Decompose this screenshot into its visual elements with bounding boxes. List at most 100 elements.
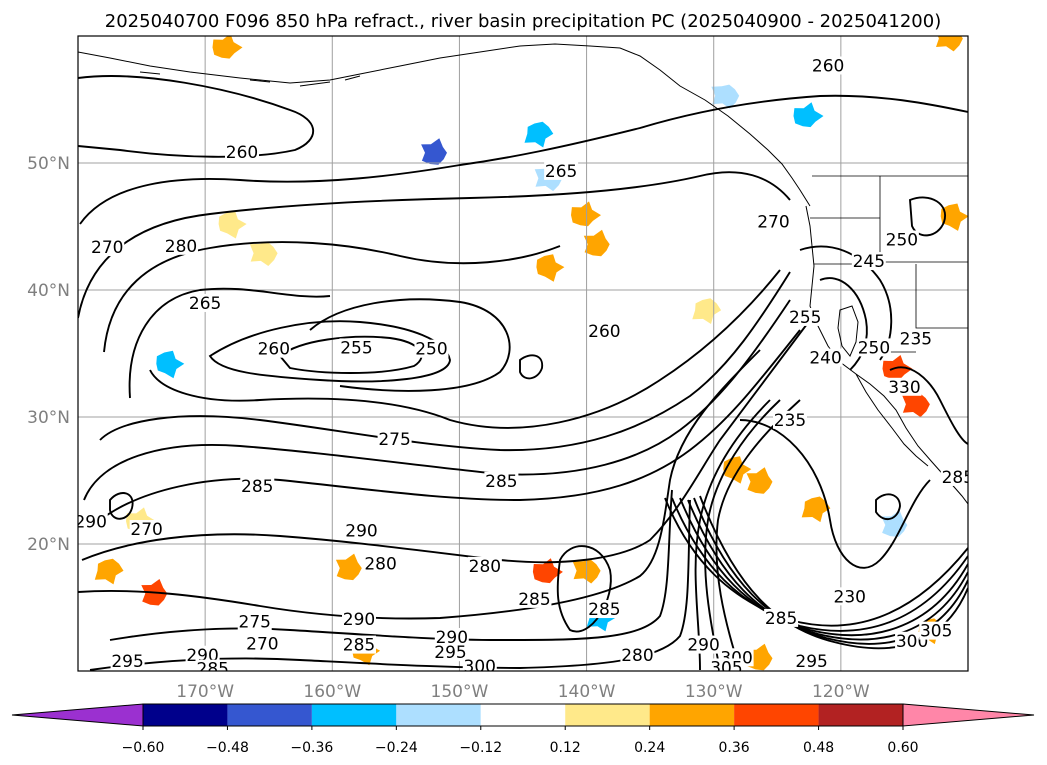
contour-label-gap (773, 410, 807, 429)
contour-label-gap (940, 467, 968, 486)
precip-patch (218, 211, 247, 239)
contour-label: 260 (258, 340, 290, 360)
gridlines (78, 36, 968, 671)
y-tick-label: 50°N (27, 154, 70, 174)
contour-label: 285 (942, 468, 974, 488)
colorbar-tick-label: −0.36 (290, 740, 333, 756)
contour-label-gap (756, 212, 791, 231)
precip-patch (524, 121, 554, 148)
colorbar-bin (649, 704, 735, 726)
contour-label-gap (587, 321, 622, 340)
contour-label: 235 (900, 330, 932, 350)
contour-line (819, 277, 868, 371)
colorbar-tick-label: 0.12 (550, 740, 581, 756)
precip-patch (536, 254, 565, 282)
contour-label: 290 (687, 636, 719, 656)
contour-label: 285 (485, 472, 517, 492)
contour-label: 285 (518, 590, 550, 610)
contour-label: 295 (434, 643, 466, 663)
contour-label-gap (517, 589, 552, 608)
precip-patch (156, 350, 185, 379)
contour-label-gap (788, 307, 823, 326)
colorbar-tick-label: 0.24 (634, 740, 665, 756)
contour-label: 280 (165, 237, 197, 257)
contour-line (109, 489, 673, 641)
x-axis-ticks: 170°W 160°W 150°W 140°W 130°W 120°W (176, 682, 870, 702)
contour-label-gap (811, 56, 846, 75)
contour-label: 290 (74, 512, 106, 532)
contour-label-gap (884, 230, 919, 249)
contour-line (103, 241, 561, 353)
contour-label: 285 (588, 600, 620, 620)
contour-label: 285 (343, 636, 375, 656)
contour-line (739, 419, 931, 569)
contour-label: 275 (239, 613, 271, 633)
colorbar-tick-label: −0.12 (459, 740, 502, 756)
chart-title: 2025040700 F096 850 hPa refract., river … (105, 11, 941, 32)
contour-label: 285 (197, 660, 229, 680)
colorbar-bin (311, 704, 397, 726)
contour-label-gap (195, 659, 230, 671)
contour-label-gap (462, 657, 497, 671)
contour-label: 230 (834, 587, 866, 607)
contour-label-gap (377, 429, 412, 448)
contour-label-gap (919, 621, 954, 640)
colorbar-tick-label: −0.60 (122, 740, 165, 756)
colorbar-bin (143, 704, 228, 726)
colorbar-tick-label: 0.60 (887, 740, 918, 756)
contour-line (109, 492, 134, 520)
contour-label: 240 (809, 349, 841, 369)
contour-label: 295 (795, 652, 827, 672)
contour-label-gap (764, 608, 799, 627)
colorbar-tick-label: 0.48 (803, 740, 834, 756)
contour-label: 250 (858, 338, 890, 358)
coastline-baja (855, 373, 929, 467)
contour-label-gap (237, 612, 272, 631)
contour-label-gap (414, 339, 449, 358)
colorbar-tick-label: −0.48 (206, 740, 249, 756)
contour-line (128, 287, 331, 399)
contour-label-gap (484, 471, 519, 490)
contour-label: 255 (789, 308, 821, 328)
contour-label: 305 (920, 622, 952, 642)
x-tick-label: 140°W (558, 682, 616, 702)
precip-patch (711, 84, 740, 109)
contour-line (889, 366, 968, 445)
contour-label: 270 (130, 520, 162, 540)
x-tick-label: 150°W (431, 682, 489, 702)
y-tick-label: 40°N (27, 281, 70, 301)
contour-label-gap (434, 627, 469, 646)
contour-label: 290 (345, 521, 377, 541)
precip-patch (746, 467, 773, 494)
contour-line (99, 271, 791, 452)
precip-patch (583, 229, 610, 257)
contour-line (679, 497, 968, 637)
contour-label: 275 (378, 430, 410, 450)
contour-label: 245 (853, 252, 885, 272)
contour-label-gap (344, 521, 379, 540)
contour-label-gap (709, 658, 744, 671)
contour-label: 265 (545, 162, 577, 182)
lake-outline (837, 305, 859, 357)
contour-line (78, 171, 791, 319)
contour-label: 285 (765, 609, 797, 629)
contour-label: 305 (710, 658, 742, 678)
contour-line (78, 75, 315, 158)
contour-label-gap (341, 635, 376, 654)
contour-label: 260 (588, 322, 620, 342)
contour-label: 290 (436, 628, 468, 648)
y-tick-label: 30°N (27, 408, 70, 428)
x-tick-label: 170°W (176, 682, 234, 702)
precip-patch (936, 36, 963, 52)
contour-label-gap (544, 161, 579, 180)
contour-line (875, 493, 901, 521)
contour-label-gap (78, 512, 108, 531)
precip-patch (421, 138, 447, 165)
colorbar-bin (227, 704, 312, 726)
contour-label-gap (90, 238, 125, 257)
colorbar-bin (396, 704, 481, 726)
contour-line (89, 499, 691, 671)
precip-patch (249, 242, 278, 266)
precip-patch (940, 203, 968, 231)
